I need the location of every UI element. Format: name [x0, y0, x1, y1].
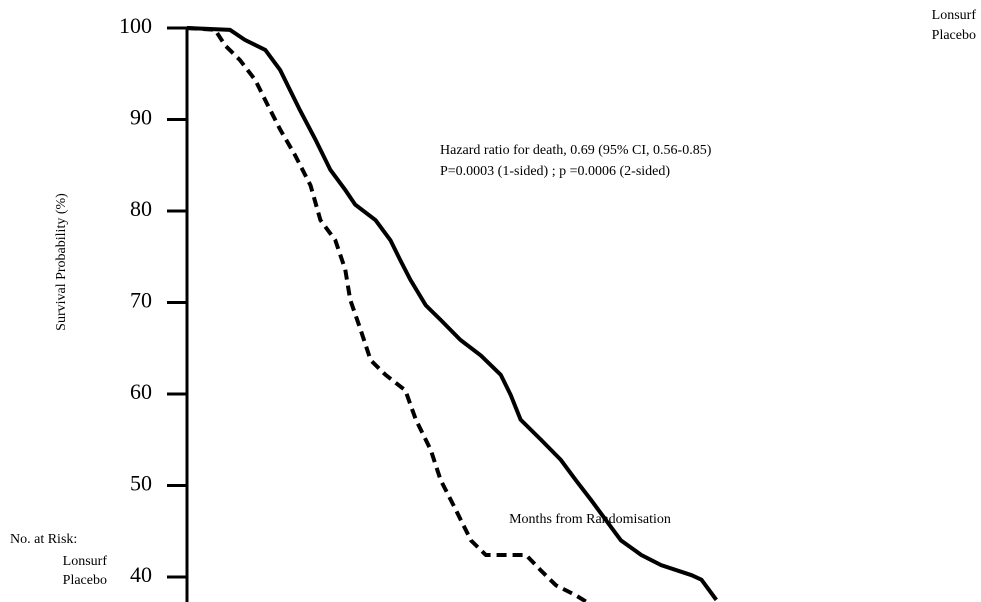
y-tick-label: 100: [119, 13, 152, 38]
y-tick-label: 60: [130, 379, 152, 404]
legend-entry: Lonsurf: [932, 8, 977, 23]
risk-table-title: No. at Risk:: [10, 532, 77, 547]
y-tick-label: 50: [130, 471, 152, 496]
annotation: Hazard ratio for death, 0.69 (95% CI, 0.…: [440, 143, 712, 158]
risk-row-label: Placebo: [63, 573, 107, 588]
y-tick-label: 40: [130, 562, 152, 587]
y-axis-label: Survival Probability (%): [54, 193, 69, 331]
legend-entry: Placebo: [932, 28, 976, 43]
x-axis-label: Months from Randomisation: [509, 512, 671, 527]
annotation: P=0.0003 (1-sided) ; p =0.0006 (2-sided): [440, 164, 670, 179]
y-tick-label: 80: [130, 196, 152, 221]
y-tick-label: 70: [130, 288, 152, 313]
survival-curve: [186, 26, 588, 602]
risk-row-label: Lonsurf: [63, 554, 108, 569]
survival-curve: [186, 26, 718, 602]
y-tick-label: 90: [130, 105, 152, 130]
